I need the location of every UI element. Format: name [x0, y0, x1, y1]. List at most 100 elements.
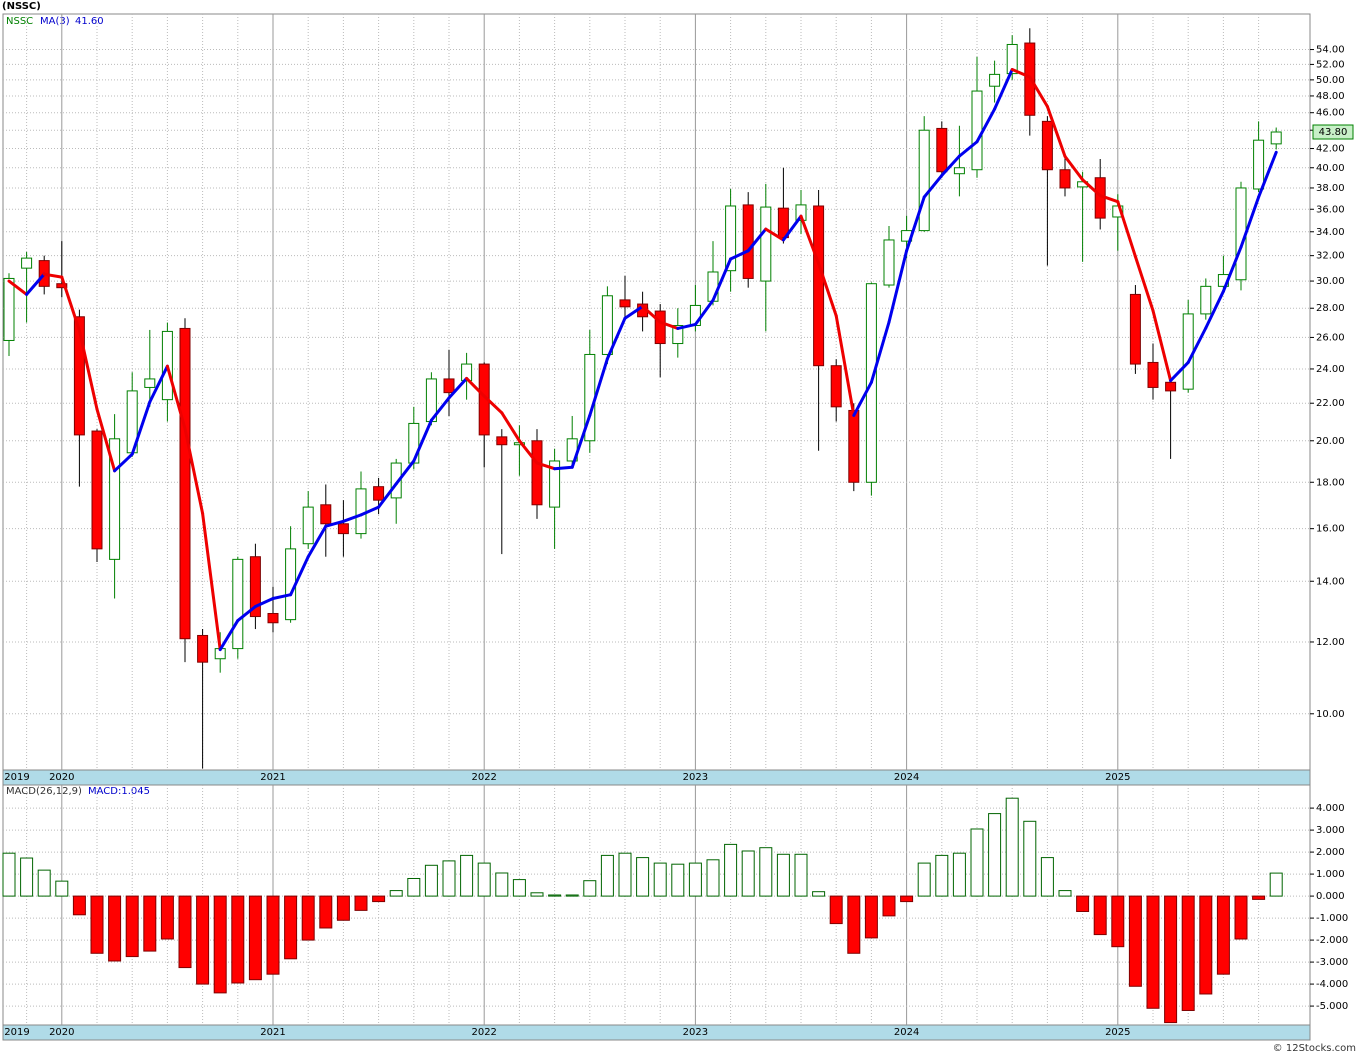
ma-segment: [729, 249, 750, 261]
candle-body: [953, 167, 965, 175]
ma-segment: [1239, 195, 1261, 249]
x-tick-label: 2023: [683, 1027, 708, 1038]
candle-body: [1200, 285, 1212, 315]
macd-bar: [1005, 797, 1019, 897]
macd-bar: [1093, 895, 1107, 936]
ma-segment: [394, 459, 416, 486]
macd-bar: [72, 895, 86, 916]
y-tick-label: 46.00: [1316, 108, 1345, 119]
ma-segment: [975, 107, 997, 144]
macd-bar: [1040, 857, 1054, 897]
ma-segment: [693, 298, 715, 326]
legend-symbol: NSSC: [6, 16, 33, 27]
candle-body: [883, 239, 895, 286]
candle-body: [654, 310, 666, 345]
y-tick-label: 26.00: [1316, 332, 1345, 343]
y-tick-label: 42.00: [1316, 144, 1345, 155]
ma-segment: [236, 605, 257, 623]
macd-bar: [1111, 895, 1125, 948]
y-tick-label: 40.00: [1316, 163, 1345, 174]
macd-bar: [970, 828, 984, 897]
macd-bar: [1216, 895, 1230, 975]
macd-bar: [829, 895, 843, 925]
candle-body: [408, 422, 420, 464]
macd-bar: [759, 847, 773, 897]
y-tick-label: -5.000: [1316, 1001, 1348, 1012]
ma-segment: [165, 364, 187, 431]
macd-bar: [1181, 895, 1195, 1011]
x-tick-label: 2024: [894, 772, 919, 783]
macd-bar: [196, 895, 210, 985]
ma-segment: [201, 511, 222, 652]
macd-bar: [1058, 890, 1072, 897]
candle-body: [1129, 293, 1141, 365]
candle-body: [971, 90, 983, 171]
ma-segment: [605, 316, 627, 361]
candle-body: [1006, 43, 1018, 75]
macd-bar: [847, 895, 861, 954]
ma-segment: [1151, 309, 1173, 383]
ma-segment: [746, 227, 768, 253]
candle-body: [619, 299, 631, 308]
legend-ma-value: 41.60: [75, 16, 104, 27]
y-tick-label: -1.000: [1316, 913, 1348, 924]
macd-bar: [20, 857, 34, 897]
candle-body: [232, 558, 244, 650]
macd-bar: [301, 895, 315, 941]
ma-segment: [1204, 289, 1225, 330]
candle-body: [21, 257, 33, 269]
y-tick-label: -2.000: [1316, 935, 1348, 946]
macd-bar: [213, 895, 227, 994]
ma-segment: [940, 154, 961, 177]
last-price-label: 43.80: [1319, 127, 1348, 138]
macd-value: MACD:1.045: [88, 786, 150, 797]
ma-segment: [905, 195, 926, 253]
candle-body: [91, 430, 103, 550]
date-band: [2, 1024, 1311, 1041]
ma-segment: [183, 427, 205, 515]
ma-segment: [253, 597, 275, 609]
footer: © 12Stocks.com: [1273, 1043, 1356, 1054]
macd-bar: [160, 895, 174, 940]
ma-segment: [993, 68, 1014, 111]
y-tick-label: -4.000: [1316, 979, 1348, 990]
macd-bar: [1146, 895, 1160, 1009]
macd-bar: [935, 854, 949, 897]
macd-bar: [1234, 895, 1248, 940]
candle-body: [302, 506, 314, 545]
y-tick-label: 0.000: [1316, 891, 1345, 902]
y-tick-label: 1.000: [1316, 869, 1345, 880]
candle-body: [1041, 120, 1053, 171]
ma-segment: [77, 328, 99, 411]
ma-segment: [148, 364, 169, 404]
macd-bar: [424, 864, 438, 897]
candle-body: [918, 129, 930, 232]
x-tick-label: 2025: [1105, 1027, 1130, 1038]
x-tick-label: 2024: [894, 1027, 919, 1038]
macd-bar: [776, 853, 790, 897]
macd-title: MACD(26,12,9): [6, 786, 82, 797]
ma-segment: [676, 322, 697, 330]
x-tick-label: 2021: [260, 1027, 285, 1038]
macd-bar: [1199, 895, 1213, 995]
y-tick-label: 30.00: [1316, 276, 1345, 287]
y-tick-label: 3.000: [1316, 825, 1345, 836]
candle-body: [73, 316, 85, 436]
ma-segment: [500, 411, 521, 443]
candle-body: [742, 204, 754, 279]
y-tick-label: 54.00: [1316, 45, 1345, 56]
macd-bar: [1164, 895, 1178, 1024]
macd-bar: [495, 872, 509, 897]
ma-segment: [1169, 360, 1190, 383]
macd-bar: [319, 895, 333, 929]
macd-bar: [952, 852, 966, 897]
y-tick-label: -3.000: [1316, 957, 1348, 968]
ma-segment: [1063, 154, 1085, 182]
ma-segment: [869, 320, 891, 384]
ma-segment: [324, 519, 345, 528]
ma-segment: [658, 320, 680, 330]
x-tick-label: 2019: [4, 772, 29, 783]
ma-segment: [1028, 75, 1049, 109]
macd-bar: [284, 895, 298, 960]
candle-body: [531, 440, 543, 506]
